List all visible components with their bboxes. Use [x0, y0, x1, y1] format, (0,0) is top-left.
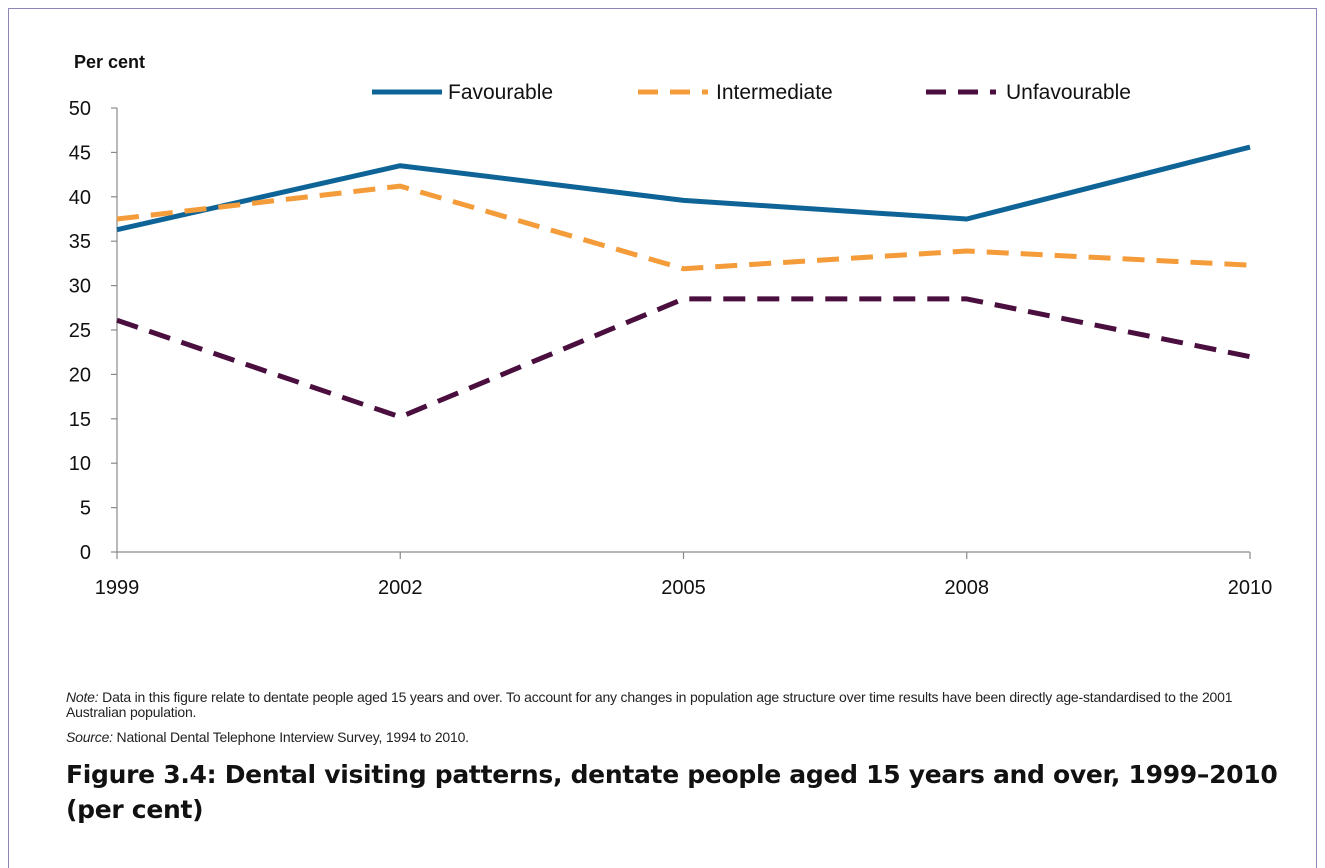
note-text: Data in this figure relate to dentate pe…: [66, 689, 1232, 720]
x-tick-label: 2008: [945, 577, 990, 599]
source-text: National Dental Telephone Interview Surv…: [113, 729, 469, 745]
y-axis-title: Per cent: [74, 52, 145, 72]
figure-notes: Note: Data in this figure relate to dent…: [66, 690, 1286, 755]
source-label: Source:: [66, 729, 113, 745]
y-tick-label: 10: [69, 453, 91, 475]
x-tick-label: 2002: [378, 577, 423, 599]
x-tick-label: 2010: [1228, 577, 1273, 599]
y-tick-label: 35: [69, 231, 91, 253]
y-tick-label: 40: [69, 187, 91, 209]
series-line-favourable: [117, 147, 1250, 230]
legend-label-unfavourable: Unfavourable: [1006, 81, 1131, 104]
y-tick-label: 0: [80, 542, 91, 564]
x-tick-label: 1999: [95, 577, 140, 599]
y-tick-label: 25: [69, 320, 91, 342]
x-tick-label: 2005: [661, 577, 706, 599]
y-tick-label: 20: [69, 364, 91, 386]
y-tick-label: 45: [69, 142, 91, 164]
note-paragraph: Note: Data in this figure relate to dent…: [66, 690, 1286, 720]
y-tick-label: 50: [69, 98, 91, 120]
chart-axes: 0 5 10 15 20 25 30 35 40 45 50 1999 2002 2005 2008 2010: [69, 98, 1273, 599]
legend-label-favourable: Favourable: [448, 81, 553, 104]
chart-series: [117, 147, 1250, 417]
legend-label-intermediate: Intermediate: [716, 81, 833, 104]
y-tick-label: 5: [80, 498, 91, 520]
source-paragraph: Source: National Dental Telephone Interv…: [66, 730, 1286, 745]
note-label: Note:: [66, 689, 98, 705]
line-chart: Per cent Favourable Intermediate Unfavoura…: [0, 0, 1325, 680]
y-tick-label: 30: [69, 276, 91, 298]
y-tick-label: 15: [69, 409, 91, 431]
series-line-unfavourable: [117, 299, 1250, 417]
figure-caption: Figure 3.4: Dental visiting patterns, de…: [66, 757, 1296, 827]
chart-legend: Favourable Intermediate Unfavourable: [372, 81, 1131, 104]
